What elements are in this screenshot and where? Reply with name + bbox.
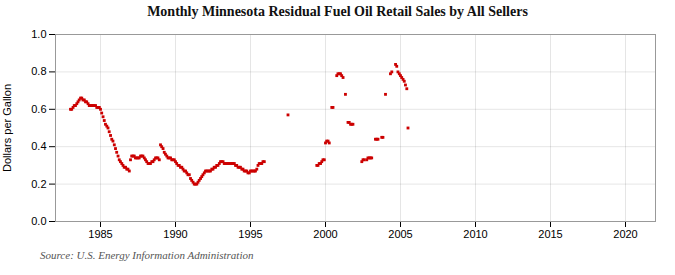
svg-text:2005: 2005 (388, 228, 412, 240)
svg-text:Dollars per Gallon: Dollars per Gallon (1, 84, 13, 172)
svg-text:1990: 1990 (163, 228, 187, 240)
svg-text:2020: 2020 (613, 228, 637, 240)
html-text:Monthly Minnesota Residual Fue: Monthly Minnesota Residual Fuel Oil Reta… (147, 4, 528, 19)
svg-text:1995: 1995 (238, 228, 262, 240)
svg-text:0.8: 0.8 (31, 65, 46, 77)
svg-text:1.0: 1.0 (31, 28, 46, 40)
svg-text:2010: 2010 (463, 228, 487, 240)
svg-text:2015: 2015 (538, 228, 562, 240)
svg-text:0.4: 0.4 (31, 140, 46, 152)
svg-text:2000: 2000 (313, 228, 337, 240)
svg-text:0.6: 0.6 (31, 103, 46, 115)
svg-text:1985: 1985 (88, 228, 112, 240)
html-text:Source: U.S. Energy Informatio: Source: U.S. Energy Information Administ… (40, 249, 254, 261)
svg-text:0.2: 0.2 (31, 178, 46, 190)
svg-text:0.0: 0.0 (31, 215, 46, 227)
